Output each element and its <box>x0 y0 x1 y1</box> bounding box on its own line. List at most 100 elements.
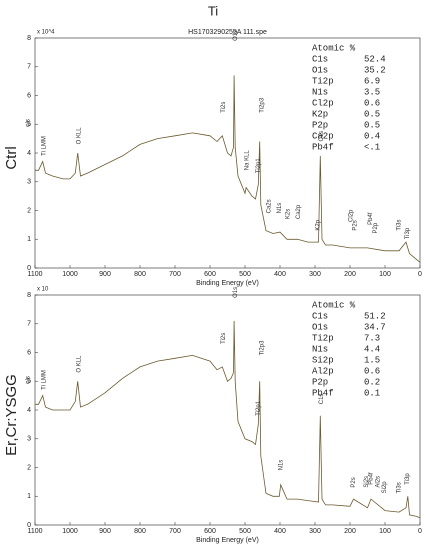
peak-label: N1s <box>277 203 283 214</box>
composition-value: 0.6 <box>364 98 380 108</box>
composition-value: 34.7 <box>364 322 386 332</box>
composition-element: Ti2p <box>312 333 334 343</box>
peak-label: Ti2p1 <box>256 400 262 415</box>
composition-value: 4.4 <box>364 344 380 354</box>
y-tick-label: 6 <box>27 92 31 99</box>
x-tick-label: 500 <box>239 528 251 535</box>
x-tick-label: 0 <box>418 271 422 278</box>
peak-label: O KLL <box>76 127 82 145</box>
peak-label: K2p <box>315 219 321 230</box>
x-tick-label: 1000 <box>62 271 78 278</box>
x-tick-label: 600 <box>204 528 216 535</box>
peak-label: Cl2p <box>348 209 354 222</box>
spectrum-line <box>35 320 421 519</box>
y-tick-label: 0 <box>27 522 31 529</box>
composition-value: 0.5 <box>364 109 380 119</box>
peak-label: Ti2p3 <box>259 340 265 355</box>
y-tick-label: 1 <box>27 236 31 243</box>
composition-element: Al2p <box>312 366 334 376</box>
peak-label: P2s <box>351 477 357 487</box>
peak-label: Si2s <box>364 476 370 488</box>
y-tick-label: 3 <box>27 179 31 186</box>
y-axis-label: c/s <box>26 376 32 384</box>
x-tick-label: 400 <box>274 528 286 535</box>
composition-element: N1s <box>312 87 328 97</box>
x-tick-label: 900 <box>99 528 111 535</box>
x-tick-label: 900 <box>99 271 111 278</box>
peak-label: Na KLL <box>244 150 250 171</box>
y-multiplier: x 10 <box>37 287 49 293</box>
peak-label: K2s <box>285 209 291 219</box>
y-tick-label: 5 <box>27 121 31 128</box>
peak-label: Ti2p1 <box>256 158 262 173</box>
x-tick-label: 600 <box>204 271 216 278</box>
y-tick-label: 8 <box>27 35 31 42</box>
x-tick-label: 400 <box>274 271 286 278</box>
peak-label: Ti2s <box>221 333 227 344</box>
figure-title: Ti <box>208 3 218 18</box>
y-tick-label: 6 <box>27 349 31 356</box>
y-tick-label: 3 <box>27 436 31 443</box>
x-tick-label: 500 <box>239 271 251 278</box>
composition-value: 3.5 <box>364 87 380 97</box>
subtitle: HS1703290255A 111.spe <box>188 29 267 36</box>
y-tick-label: 4 <box>27 407 31 414</box>
y-tick-label: 7 <box>27 64 31 71</box>
composition-element: Ti2p <box>312 76 334 86</box>
peak-label: Ti3p <box>405 227 411 239</box>
peak-label: O KLL <box>76 355 82 373</box>
composition-element: O1s <box>312 322 328 332</box>
x-tick-label: 700 <box>169 271 181 278</box>
y-tick-label: 2 <box>27 207 31 214</box>
composition-element: Si2p <box>312 355 334 365</box>
composition-value: 52.4 <box>364 54 386 64</box>
x-tick-label: 0 <box>418 528 422 535</box>
y-axis-label: c/s <box>26 119 32 127</box>
peak-label: Si2p <box>382 481 388 494</box>
composition-header: Atomic % <box>312 43 356 53</box>
composition-header: Atomic % <box>312 300 356 310</box>
peak-label: Ca2p <box>296 204 302 219</box>
x-tick-label: 200 <box>344 271 356 278</box>
peak-label: P2s <box>352 220 358 230</box>
composition-element: Cl2p <box>312 98 334 108</box>
y-tick-label: 2 <box>27 464 31 471</box>
composition-element: C1s <box>312 311 328 321</box>
peak-label: P2p <box>373 222 379 233</box>
panel-label: Ctrl <box>3 146 20 169</box>
composition-value: 6.9 <box>364 76 380 86</box>
x-tick-label: 700 <box>169 528 181 535</box>
x-tick-label: 1100 <box>27 528 42 535</box>
composition-element: Pb4f <box>312 388 334 398</box>
composition-value: 35.2 <box>364 65 386 75</box>
y-tick-label: 1 <box>27 493 31 500</box>
spectrum-line <box>35 75 421 263</box>
y-tick-label: 5 <box>27 378 31 385</box>
x-tick-label: 800 <box>134 271 146 278</box>
composition-value: 7.3 <box>364 333 380 343</box>
composition-element: P2p <box>312 377 328 387</box>
composition-value: 0.4 <box>364 131 380 141</box>
y-tick-label: 4 <box>27 150 31 157</box>
composition-element: N1s <box>312 344 328 354</box>
peak-label: Ca2s <box>266 199 272 213</box>
x-tick-label: 300 <box>309 271 321 278</box>
peak-label: Ti2p3 <box>259 97 265 112</box>
composition-element: C1s <box>312 54 328 64</box>
peak-label: N1s <box>278 460 284 471</box>
y-tick-label: 8 <box>27 292 31 299</box>
x-axis-label: Binding Energy (eV) <box>196 537 259 544</box>
y-multiplier: x 10^4 <box>37 30 55 36</box>
composition-value: <.1 <box>364 142 380 152</box>
peak-label: C1s <box>319 131 325 142</box>
peak-label: Ti3s <box>397 220 403 231</box>
peak-label: O1s <box>233 30 239 41</box>
x-tick-label: 1000 <box>62 528 78 535</box>
composition-value: 1.5 <box>364 355 380 365</box>
peak-label: Ti LMM <box>41 136 47 156</box>
composition-element: Pb4f <box>312 142 334 152</box>
composition-value: 0.6 <box>364 366 380 376</box>
x-tick-label: 200 <box>344 528 356 535</box>
composition-element: K2p <box>312 109 328 119</box>
